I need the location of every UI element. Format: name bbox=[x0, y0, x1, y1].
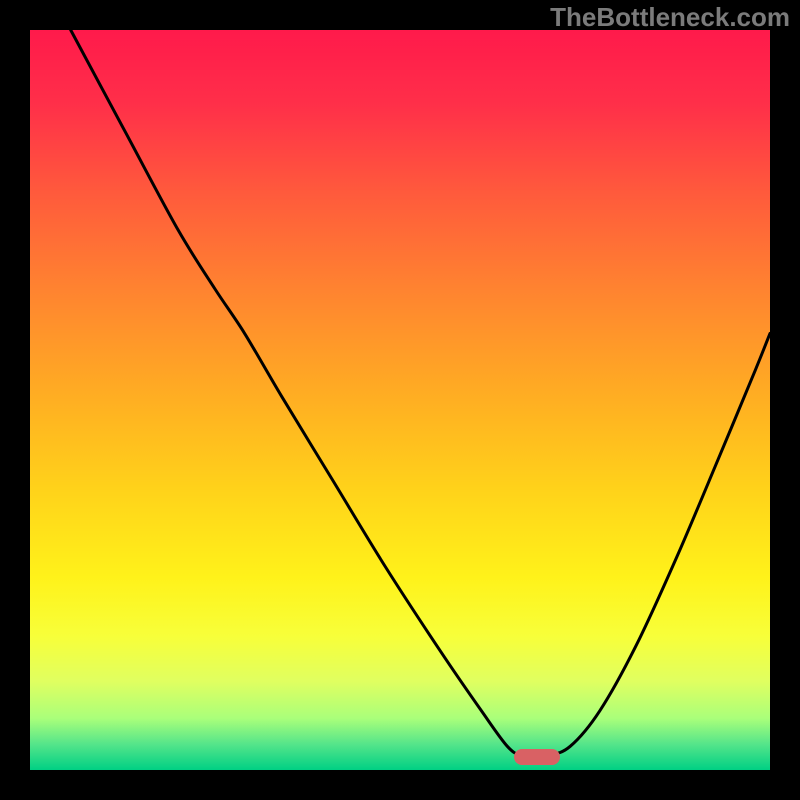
chart-gradient-background bbox=[30, 30, 770, 770]
bottleneck-chart: TheBottleneck.com bbox=[0, 0, 800, 800]
optimal-marker-pill bbox=[514, 749, 560, 765]
watermark-text: TheBottleneck.com bbox=[550, 2, 790, 33]
